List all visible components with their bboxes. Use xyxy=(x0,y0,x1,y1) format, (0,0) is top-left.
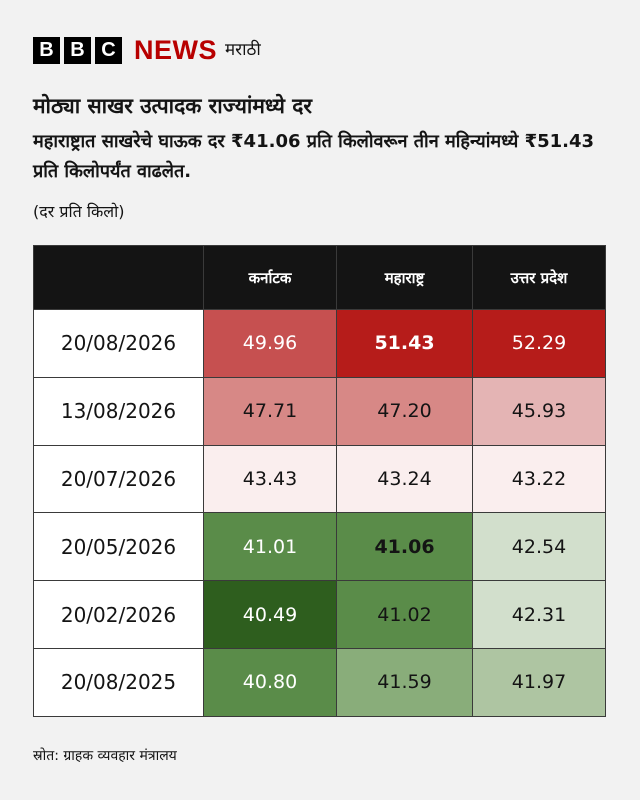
value-cell: 42.54 xyxy=(472,512,606,582)
service-name: मराठी xyxy=(225,40,261,60)
header-cell-uttar-pradesh: उत्तर प्रदेश xyxy=(472,245,606,310)
price-table: कर्नाटक महाराष्ट्र उत्तर प्रदेश 20/08/20… xyxy=(33,245,606,717)
date-cell: 20/08/2025 xyxy=(33,647,204,717)
value-cell: 52.29 xyxy=(472,309,606,378)
table-body: 20/08/2026 49.96 51.43 52.29 13/08/2026 47.71… xyxy=(33,309,606,717)
value-cell: 40.49 xyxy=(203,580,337,649)
date-cell: 20/05/2026 xyxy=(33,512,204,582)
bbc-logo-letter-c: C xyxy=(95,37,122,64)
value-cell: 41.97 xyxy=(472,647,606,717)
value-cell: 43.22 xyxy=(472,444,606,514)
value-cell: 49.96 xyxy=(203,309,337,378)
value-cell: 41.59 xyxy=(336,647,473,717)
date-cell: 20/07/2026 xyxy=(33,444,204,514)
table-header-row: कर्नाटक महाराष्ट्र उत्तर प्रदेश xyxy=(33,245,606,310)
chart-subtitle: महाराष्ट्रात साखरेचे घाऊक दर ₹41.06 प्रत… xyxy=(33,131,595,182)
value-cell: 47.71 xyxy=(203,376,337,446)
unit-note: (दर प्रति किलो) xyxy=(33,202,125,221)
value-cell: 51.43 xyxy=(336,309,473,378)
bbc-logo-letter-b2: B xyxy=(64,37,91,64)
news-wordmark: NEWS xyxy=(134,35,217,65)
value-cell: 41.02 xyxy=(336,580,473,649)
value-cell: 41.06 xyxy=(336,512,473,582)
table-row: 20/07/2026 43.43 43.24 43.22 xyxy=(33,444,606,514)
value-cell: 41.01 xyxy=(203,512,337,582)
value-cell: 45.93 xyxy=(472,376,606,446)
table-row: 13/08/2026 47.71 47.20 45.93 xyxy=(33,376,606,446)
bbc-news-marathi-logo: B B C NEWS मराठी xyxy=(33,37,261,64)
header-cell-maharashtra: महाराष्ट्र xyxy=(336,245,473,310)
value-cell: 40.80 xyxy=(203,647,337,717)
table-row: 20/08/2026 49.96 51.43 52.29 xyxy=(33,309,606,378)
bbc-logo-letter-b1: B xyxy=(33,37,60,64)
header-cell-karnataka: कर्नाटक xyxy=(203,245,337,310)
chart-title: मोठ्या साखर उत्पादक राज्यांमध्ये दर xyxy=(33,94,313,118)
header-cell-date xyxy=(33,245,204,310)
date-cell: 20/02/2026 xyxy=(33,580,204,649)
table-row: 20/05/2026 41.01 41.06 42.54 xyxy=(33,512,606,582)
date-cell: 13/08/2026 xyxy=(33,376,204,446)
table-row: 20/08/2025 40.80 41.59 41.97 xyxy=(33,647,606,717)
table-row: 20/02/2026 40.49 41.02 42.31 xyxy=(33,580,606,649)
date-cell: 20/08/2026 xyxy=(33,309,204,378)
value-cell: 43.24 xyxy=(336,444,473,514)
value-cell: 42.31 xyxy=(472,580,606,649)
value-cell: 43.43 xyxy=(203,444,337,514)
source-note: स्रोत: ग्राहक व्यवहार मंत्रालय xyxy=(33,748,177,764)
value-cell: 47.20 xyxy=(336,376,473,446)
